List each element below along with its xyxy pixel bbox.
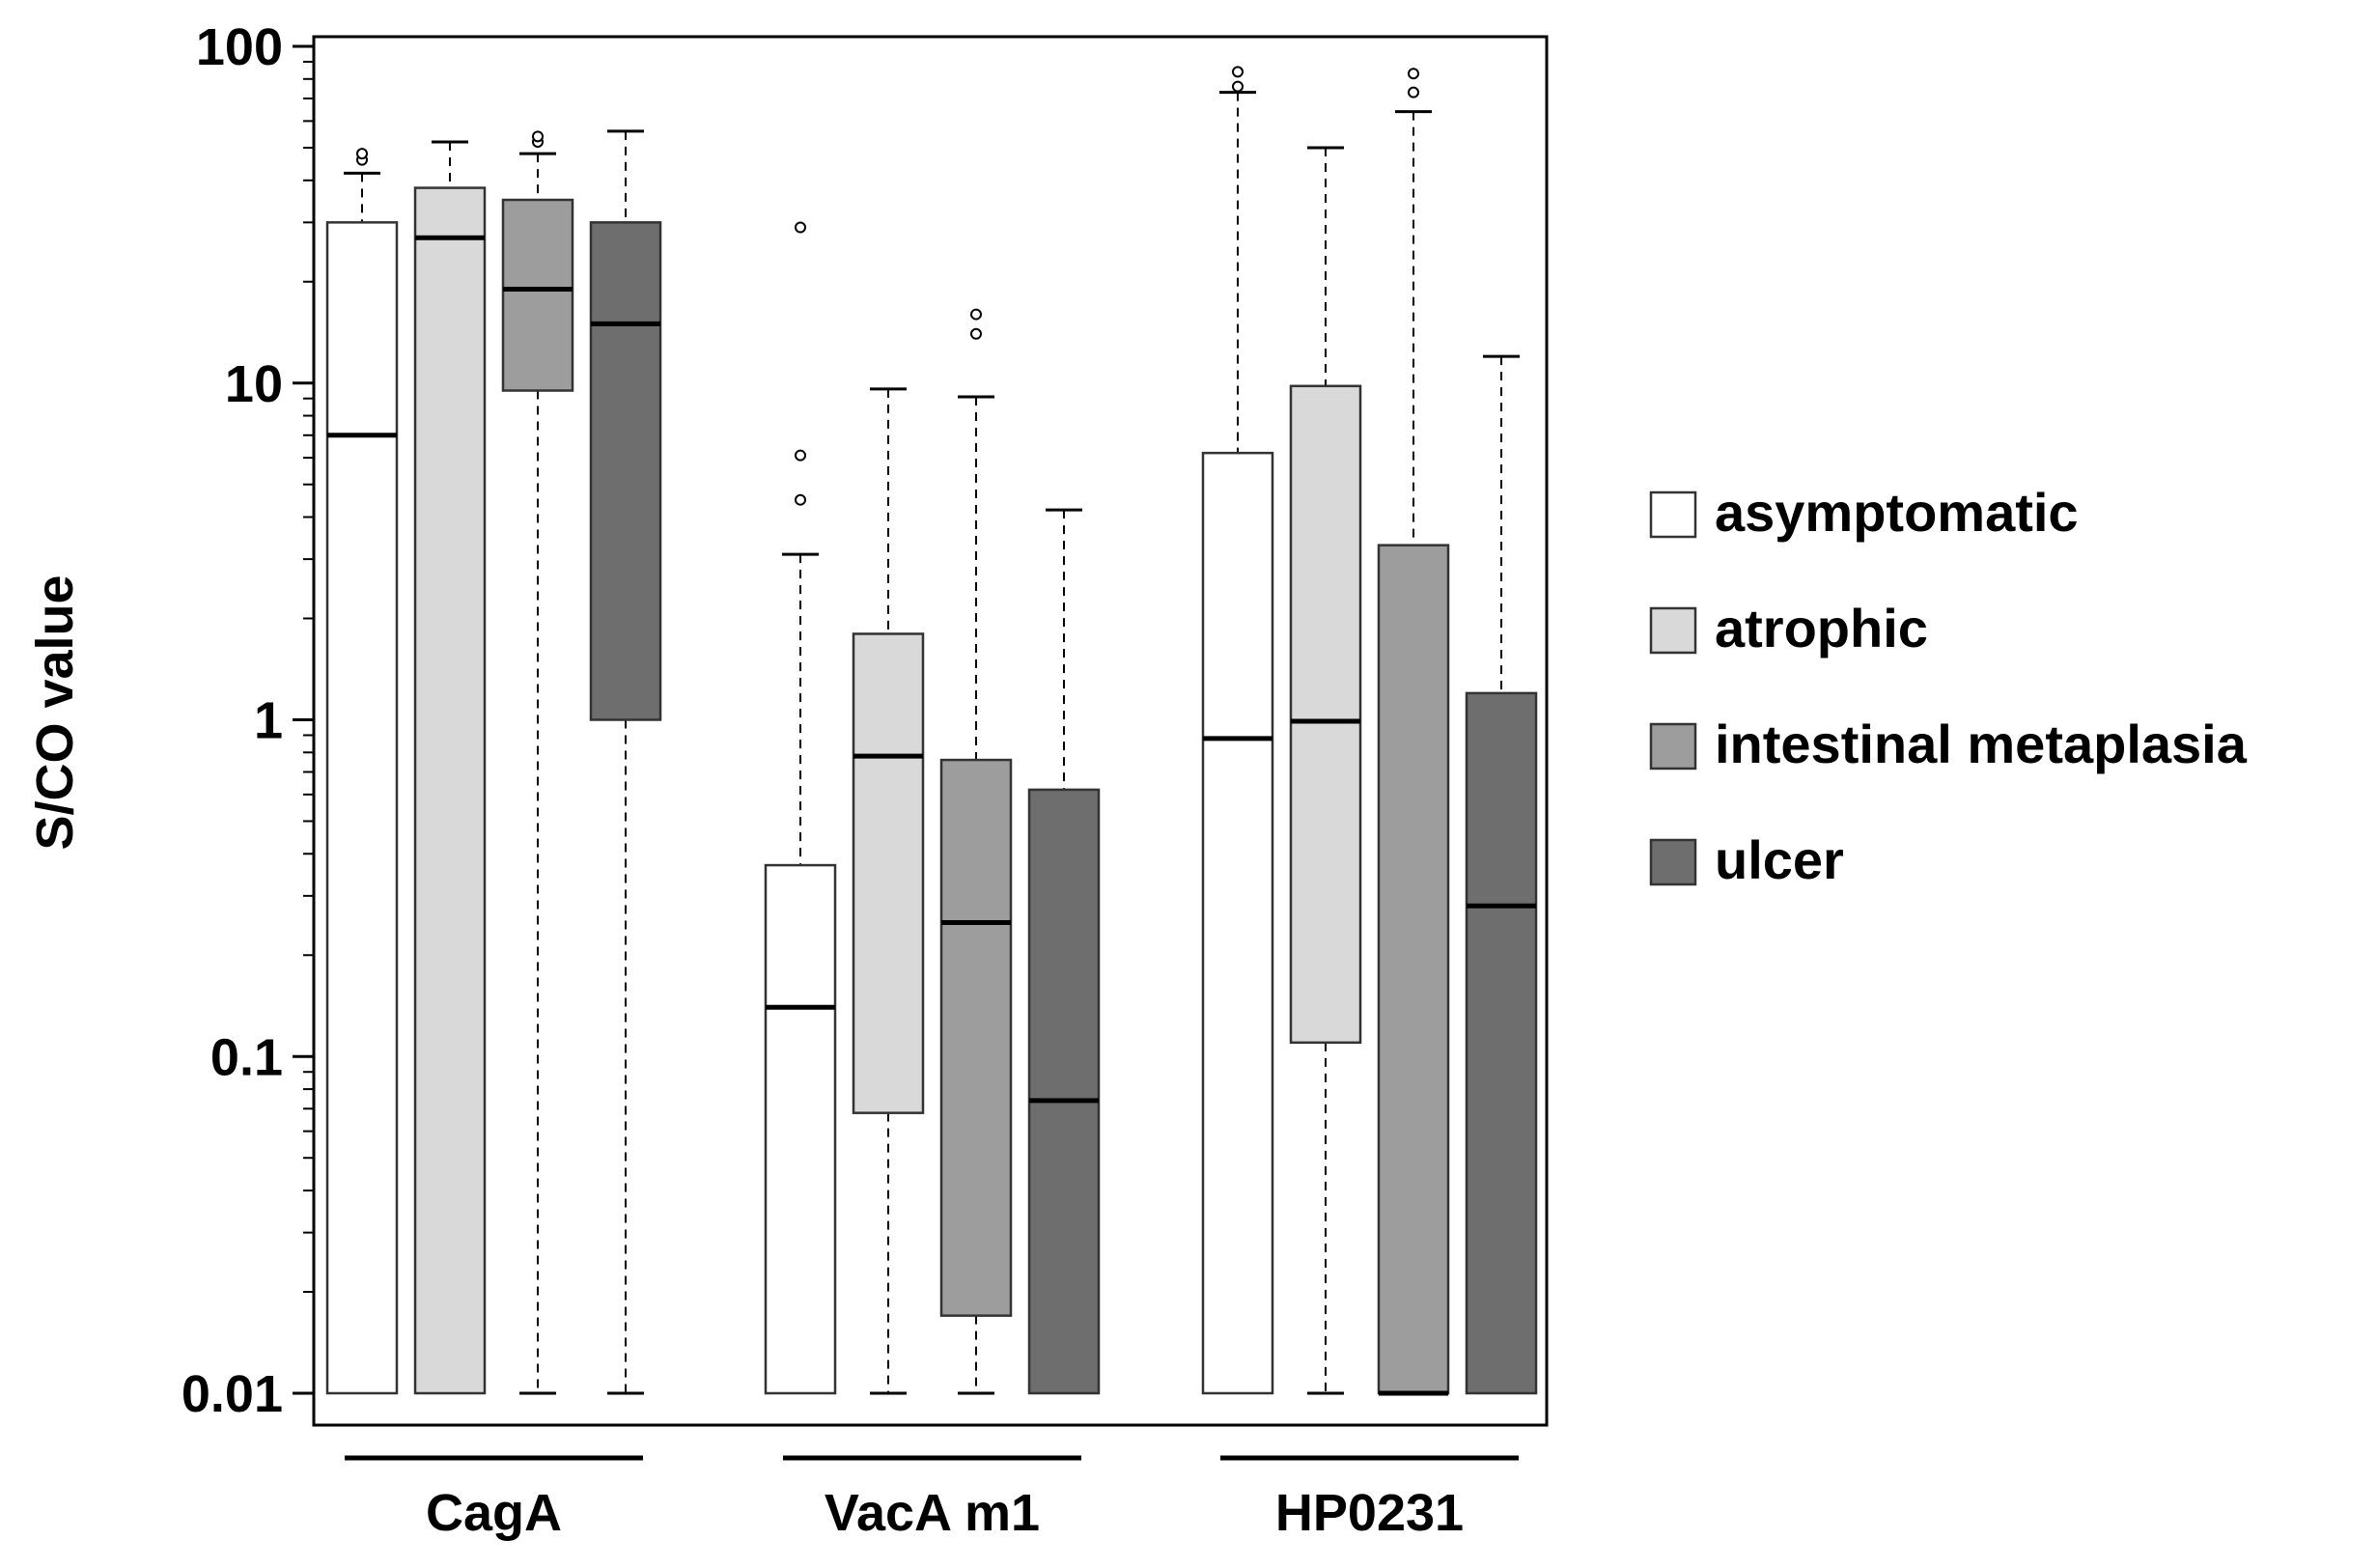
box xyxy=(852,632,925,1114)
legend-swatch xyxy=(1649,838,1697,886)
box xyxy=(1465,691,1538,1395)
y-tick-label: 10 xyxy=(225,355,283,413)
box xyxy=(589,221,662,721)
legend-label: ulcer xyxy=(1715,829,1844,890)
legend-label: atrophic xyxy=(1715,598,1928,658)
group-label: HP0231 xyxy=(1275,1484,1464,1542)
legend-label: intestinal metaplasia xyxy=(1715,714,2248,774)
legend-label: asymptomatic xyxy=(1715,482,2079,543)
y-axis-title: S/CO value xyxy=(26,574,84,850)
box xyxy=(764,863,837,1395)
outlier-point xyxy=(356,148,368,160)
box xyxy=(1027,788,1101,1395)
legend-swatch xyxy=(1649,722,1697,770)
outlier-point xyxy=(1408,68,1419,80)
box xyxy=(325,221,399,1395)
outlier-point xyxy=(532,130,544,143)
y-tick-label: 1 xyxy=(254,692,283,750)
plot-frame xyxy=(312,35,1549,1427)
outlier-point xyxy=(970,327,982,340)
outlier-point xyxy=(1232,66,1244,78)
box xyxy=(939,758,1013,1317)
y-tick-label: 0.1 xyxy=(210,1028,283,1086)
y-tick-label: 0.01 xyxy=(182,1365,283,1423)
outlier-point xyxy=(1408,86,1419,98)
outlier-point xyxy=(795,449,806,462)
group-label: VacA m1 xyxy=(825,1484,1040,1542)
group-label-layer: CagA VacA m1 HP0231 xyxy=(345,1455,1519,1542)
outlier-point xyxy=(1232,80,1244,93)
y-tick-label: 100 xyxy=(196,18,283,76)
box xyxy=(501,198,574,392)
box xyxy=(1377,544,1450,1395)
outlier-point xyxy=(970,308,982,321)
legend-swatch xyxy=(1649,490,1697,539)
group-label: CagA xyxy=(426,1484,562,1542)
y-axis: 100 10 1 0.1 0.01 xyxy=(182,18,316,1423)
legend-swatch xyxy=(1649,606,1697,655)
legend: asymptomatic atrophic intestinal metaplasi… xyxy=(1649,482,2248,890)
outlier-point xyxy=(795,493,806,506)
outlier-point xyxy=(795,221,806,234)
box xyxy=(1201,451,1274,1395)
box xyxy=(1289,384,1362,1045)
box xyxy=(413,186,487,1395)
plot-frame-group xyxy=(312,35,1549,1427)
y-axis-title-group: S/CO value xyxy=(26,574,84,850)
box-layer xyxy=(325,66,1538,1396)
